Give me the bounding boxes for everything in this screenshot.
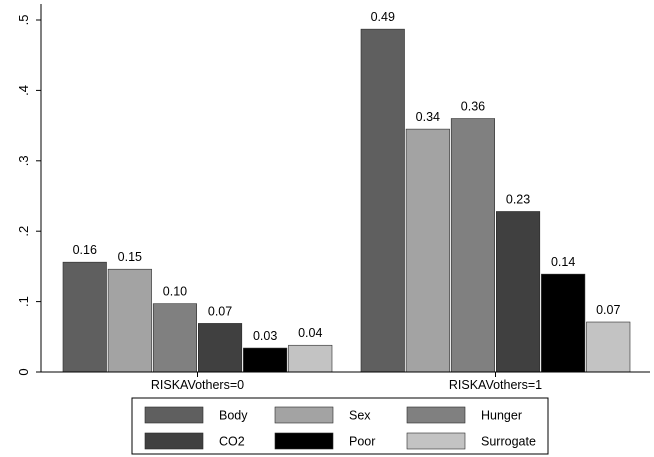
bar-surrogate-2 [586,321,631,373]
bar-sex-2 [405,128,450,373]
bar-hunger-1 [152,303,197,373]
y-axis: 0 .1 .2 .3 .4 .5 [16,4,42,376]
bar-value-label: 0.07 [208,304,232,318]
legend-label-body: Body [219,409,248,423]
bar-value-label: 0.04 [298,326,322,340]
x-category-label: RISKAVothers=1 [449,378,542,392]
legend-swatch-sex [274,406,334,424]
bar-value-label: 0.34 [416,110,440,124]
legend-swatch-hunger [406,406,466,424]
legend-swatch-body [144,406,204,424]
bar-value-label: 0.14 [551,255,575,269]
x-category-label: RISKAVothers=0 [151,378,244,392]
plot-area: 0.16 0.15 0.10 0.07 0.03 0.04 0.49 0.34 0.36 0.23… [62,10,631,373]
legend-label-sex: Sex [349,409,371,423]
y-tick-label: .4 [16,85,31,96]
legend-swatch-co2 [144,432,204,450]
legend-swatch-surrogate [406,432,466,450]
bar-poor-1 [243,347,288,373]
bar-value-label: 0.07 [596,303,620,317]
bar-value-label: 0.49 [371,10,395,24]
bar-value-label: 0.36 [461,100,485,114]
bar-value-label: 0.10 [163,285,187,299]
bar-sex-1 [107,268,152,373]
bar-body-2 [360,28,405,373]
legend: Body Sex Hunger CO2 Poor Surrogate [131,397,549,455]
legend-label-poor: Poor [349,435,375,449]
bar-poor-2 [541,273,586,373]
y-tick-label: .1 [16,296,31,307]
y-tick-label: .5 [16,15,31,26]
x-axis: RISKAVothers=0 RISKAVothers=1 [41,371,650,392]
bar-value-label: 0.15 [118,250,142,264]
y-tick-label: .2 [16,226,31,237]
bar-body-1 [62,261,107,373]
legend-label-surrogate: Surrogate [481,435,536,449]
legend-swatch-poor [274,432,334,450]
bar-hunger-2 [450,118,496,373]
y-tick-label: 0 [16,368,31,375]
bar-value-label: 0.03 [253,329,277,343]
bar-co2-1 [198,323,243,373]
bar-surrogate-1 [288,344,333,373]
y-tick-label: .3 [16,155,31,166]
bar-value-label: 0.16 [73,243,97,257]
legend-label-co2: CO2 [219,435,245,449]
legend-label-hunger: Hunger [481,409,522,423]
bar-co2-2 [495,211,541,373]
bar-value-label: 0.23 [506,192,530,206]
